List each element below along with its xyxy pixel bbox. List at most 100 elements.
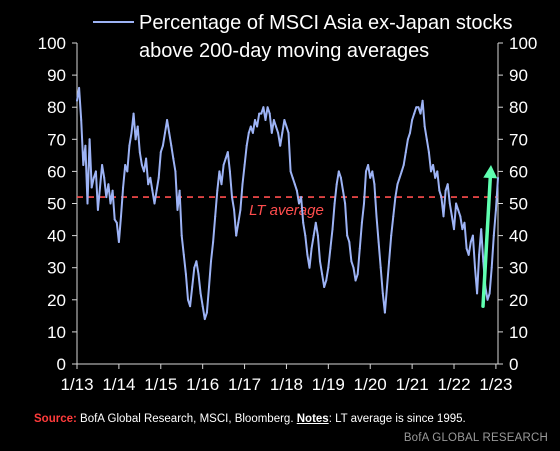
series-point xyxy=(329,247,332,250)
series-point xyxy=(396,183,399,186)
series-point xyxy=(490,266,493,269)
series-point xyxy=(266,106,269,109)
x-tick-label: 1/15 xyxy=(144,375,177,394)
series-point xyxy=(122,186,125,189)
series-point xyxy=(147,183,150,186)
series-point xyxy=(214,215,217,218)
y-tick-label-left: 20 xyxy=(47,291,66,310)
series-point xyxy=(480,228,483,231)
y-tick-label-right: 70 xyxy=(509,130,528,149)
series-point xyxy=(417,106,420,109)
series-point xyxy=(103,176,106,179)
series-point xyxy=(94,170,97,173)
brand-watermark: BofA GLOBAL RESEARCH xyxy=(403,432,548,444)
series-point xyxy=(166,119,169,122)
trend-arrow-head xyxy=(483,164,498,179)
series-point xyxy=(268,112,271,115)
y-tick-label-right: 20 xyxy=(509,291,528,310)
series-point xyxy=(310,247,313,250)
series-point xyxy=(113,218,116,221)
y-tick-label-left: 90 xyxy=(47,66,66,85)
series-point xyxy=(404,151,407,154)
series-point xyxy=(84,144,87,147)
series-point xyxy=(207,285,210,288)
series-point xyxy=(492,234,495,237)
series-line xyxy=(76,86,499,321)
source-label: Source: xyxy=(34,413,77,425)
series-point xyxy=(308,266,311,269)
series-point xyxy=(367,163,370,166)
x-tick-label: 1/13 xyxy=(60,375,93,394)
series-point xyxy=(379,266,382,269)
y-tick-label-left: 30 xyxy=(47,259,66,278)
series-point xyxy=(339,176,342,179)
y-tick-label-right: 100 xyxy=(509,34,537,53)
x-axis: 1/13 1/14 1/15 1/16 1/17 1/18 1/19 1/20 1/21 1/22… xyxy=(60,363,512,394)
series-point xyxy=(274,125,277,128)
series-point xyxy=(270,131,273,134)
series-point xyxy=(465,247,468,250)
series-point xyxy=(312,234,315,237)
legend: Percentage of MSCI Asia ex-Japan stocks … xyxy=(93,12,513,62)
series-point xyxy=(184,273,187,276)
series-point xyxy=(128,144,131,147)
series-point xyxy=(375,215,378,218)
series-point xyxy=(354,279,357,282)
series-point xyxy=(285,125,288,128)
series-point xyxy=(356,273,359,276)
series-point xyxy=(143,170,146,173)
series-point xyxy=(99,186,102,189)
series-point xyxy=(295,189,298,192)
series-point xyxy=(153,202,156,205)
series-point xyxy=(168,131,171,134)
series-point xyxy=(149,176,152,179)
series-point xyxy=(306,253,309,256)
y-tick-label-right: 80 xyxy=(509,98,528,117)
series-point xyxy=(172,157,175,160)
series-point xyxy=(220,183,223,186)
series-point xyxy=(371,170,374,173)
series-point xyxy=(331,228,334,231)
y-tick-label-left: 80 xyxy=(47,98,66,117)
series-point xyxy=(256,125,259,128)
series-point xyxy=(117,241,120,244)
series-point xyxy=(197,273,200,276)
series-point xyxy=(425,138,428,141)
series-point xyxy=(126,170,129,173)
series-point xyxy=(302,221,305,224)
series-point xyxy=(277,131,280,134)
series-point xyxy=(245,144,248,147)
series-point xyxy=(264,119,267,122)
y-tick-label-right: 60 xyxy=(509,162,528,181)
series-point xyxy=(119,215,122,218)
x-tick-label: 1/17 xyxy=(228,375,261,394)
series-point xyxy=(300,196,303,199)
series-point xyxy=(385,285,388,288)
x-tick-label: 1/19 xyxy=(312,375,345,394)
series-point xyxy=(82,163,85,166)
series-point xyxy=(230,196,233,199)
series-point xyxy=(235,234,238,237)
series-point xyxy=(145,157,148,160)
source-note: Source: BofA Global Research, MSCI, Bloo… xyxy=(34,413,554,425)
series-point xyxy=(369,176,372,179)
series-point xyxy=(325,279,328,282)
series-point xyxy=(205,311,208,314)
series-point xyxy=(289,170,292,173)
series-point xyxy=(78,86,81,89)
series-point xyxy=(140,163,143,166)
series-point xyxy=(195,260,198,263)
series-point xyxy=(88,138,91,141)
series-point xyxy=(151,189,154,192)
notes-label: Notes xyxy=(296,413,329,425)
series-point xyxy=(254,119,257,122)
series-point xyxy=(327,266,330,269)
series-point xyxy=(258,112,261,115)
series-points xyxy=(76,86,499,321)
series-point xyxy=(187,298,190,301)
series-point xyxy=(314,221,317,224)
series-point xyxy=(419,112,422,115)
series-point xyxy=(392,215,395,218)
series-point xyxy=(442,215,445,218)
series-point xyxy=(247,131,250,134)
